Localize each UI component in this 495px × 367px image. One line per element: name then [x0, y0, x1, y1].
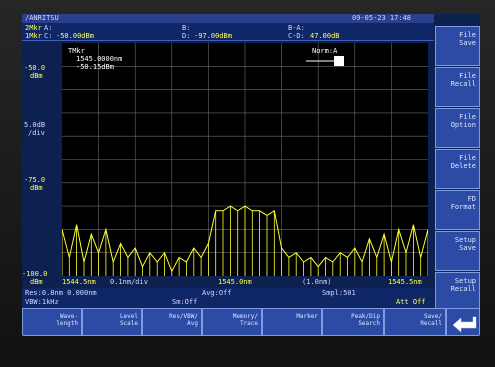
marker-d-value: -97.00dBm: [194, 32, 232, 40]
marker-ba-label: B-A:: [288, 24, 305, 32]
marker-readout: 2Mkr A: B: B-A: 1Mkr C: -50.00dBm D: -97…: [22, 23, 434, 41]
key-marker[interactable]: Marker: [262, 308, 322, 336]
mid-level-unit: dBm: [30, 184, 43, 192]
bottom-function-keys: Wave- length Level Scale Res/VBW/ Avg Me…: [22, 308, 446, 336]
status-sm: Sm:Off: [172, 298, 198, 306]
axis-span: (1.0nm): [302, 278, 332, 286]
softkey-setup-recall[interactable]: Setup Recall: [435, 272, 480, 312]
marker-cd-value: 47.00dB: [310, 32, 340, 40]
key-peak-dip-search[interactable]: Peak/Dip Search: [322, 308, 384, 336]
marker-d-label: D:: [182, 32, 191, 40]
norm-label: Norm:A: [312, 47, 338, 55]
softkey-setup-save[interactable]: Setup Save: [435, 231, 480, 271]
marker-row1-label: 2Mkr: [25, 24, 42, 32]
status-bar: Res:0.8nm 0.000nm Avg:Off Smpl:501 VBW:1…: [22, 288, 434, 308]
marker-row2-label: 1Mkr: [25, 32, 42, 40]
status-att: Att Off: [396, 298, 426, 306]
mid-level-label: -75.0: [24, 176, 46, 184]
analyzer-screen: /ANRITSU 09-05-23 17:48 2Mkr A: B: B-A: …: [22, 14, 480, 336]
return-arrow-icon: [452, 316, 477, 333]
title-bar: /ANRITSU 09-05-23 17:48: [22, 14, 434, 23]
marker-c-value: -50.00dBm: [56, 32, 94, 40]
ref-level-unit: dBm: [30, 72, 43, 80]
status-avg: Avg:Off: [202, 289, 232, 297]
axis-stop: 1545.5nm: [388, 278, 422, 286]
bottom-level-label: -100.0: [22, 270, 48, 278]
trace-marker-label: TMkr: [68, 47, 85, 55]
axis-per-div: 0.1nm/div: [110, 278, 148, 286]
marker-c-label: C:: [44, 32, 53, 40]
trace-noise-spikes: [62, 206, 428, 276]
brand-label: /ANRITSU: [25, 14, 59, 22]
softkey-file-recall[interactable]: File Recall: [435, 67, 480, 107]
status-smpl: Smpl:501: [322, 289, 356, 297]
plot-grid: [62, 43, 428, 276]
softkey-file-save[interactable]: File Save: [435, 26, 480, 66]
marker-b-label: B:: [182, 24, 191, 32]
ref-level-label: -50.0: [24, 64, 46, 72]
status-vbw: VBW:1kHz: [25, 298, 59, 306]
key-memory-trace[interactable]: Memory/ Trace: [202, 308, 262, 336]
scale-label: 5.0dB: [24, 121, 46, 129]
key-save-recall[interactable]: Save/ Recall: [384, 308, 446, 336]
status-res: Res:0.8nm 0.000nm: [25, 289, 97, 297]
norm-indicator-box: [334, 56, 344, 66]
x-axis-labels: 1544.5nm 0.1nm/div 1545.0nm (1.0nm) 1545…: [62, 277, 434, 286]
bottom-level-unit: dBm: [30, 278, 43, 286]
axis-start: 1544.5nm: [62, 278, 96, 286]
key-wavelength[interactable]: Wave- length: [22, 308, 82, 336]
softkey-fd-format[interactable]: FD Format: [435, 190, 480, 230]
datetime: 09-05-23 17:48: [352, 14, 412, 22]
spectrum-plot: TMkr 1545.0000nm -50.15dBm Norm:A: [62, 43, 428, 276]
trace-marker-level: -50.15dBm: [76, 63, 114, 71]
marker-cd-label: C-D:: [288, 32, 305, 40]
key-level-scale[interactable]: Level Scale: [82, 308, 142, 336]
axis-center: 1545.0nm: [218, 278, 252, 286]
softkey-file-delete[interactable]: File Delete: [435, 149, 480, 189]
return-button[interactable]: [446, 308, 480, 336]
trace-marker-wavelength: 1545.0000nm: [76, 55, 122, 63]
key-res-vbw-avg[interactable]: Res/VBW/ Avg: [142, 308, 202, 336]
scale-unit: /div: [28, 129, 45, 137]
softkey-file-option[interactable]: File Option: [435, 108, 480, 148]
marker-a-label: A:: [44, 24, 53, 32]
